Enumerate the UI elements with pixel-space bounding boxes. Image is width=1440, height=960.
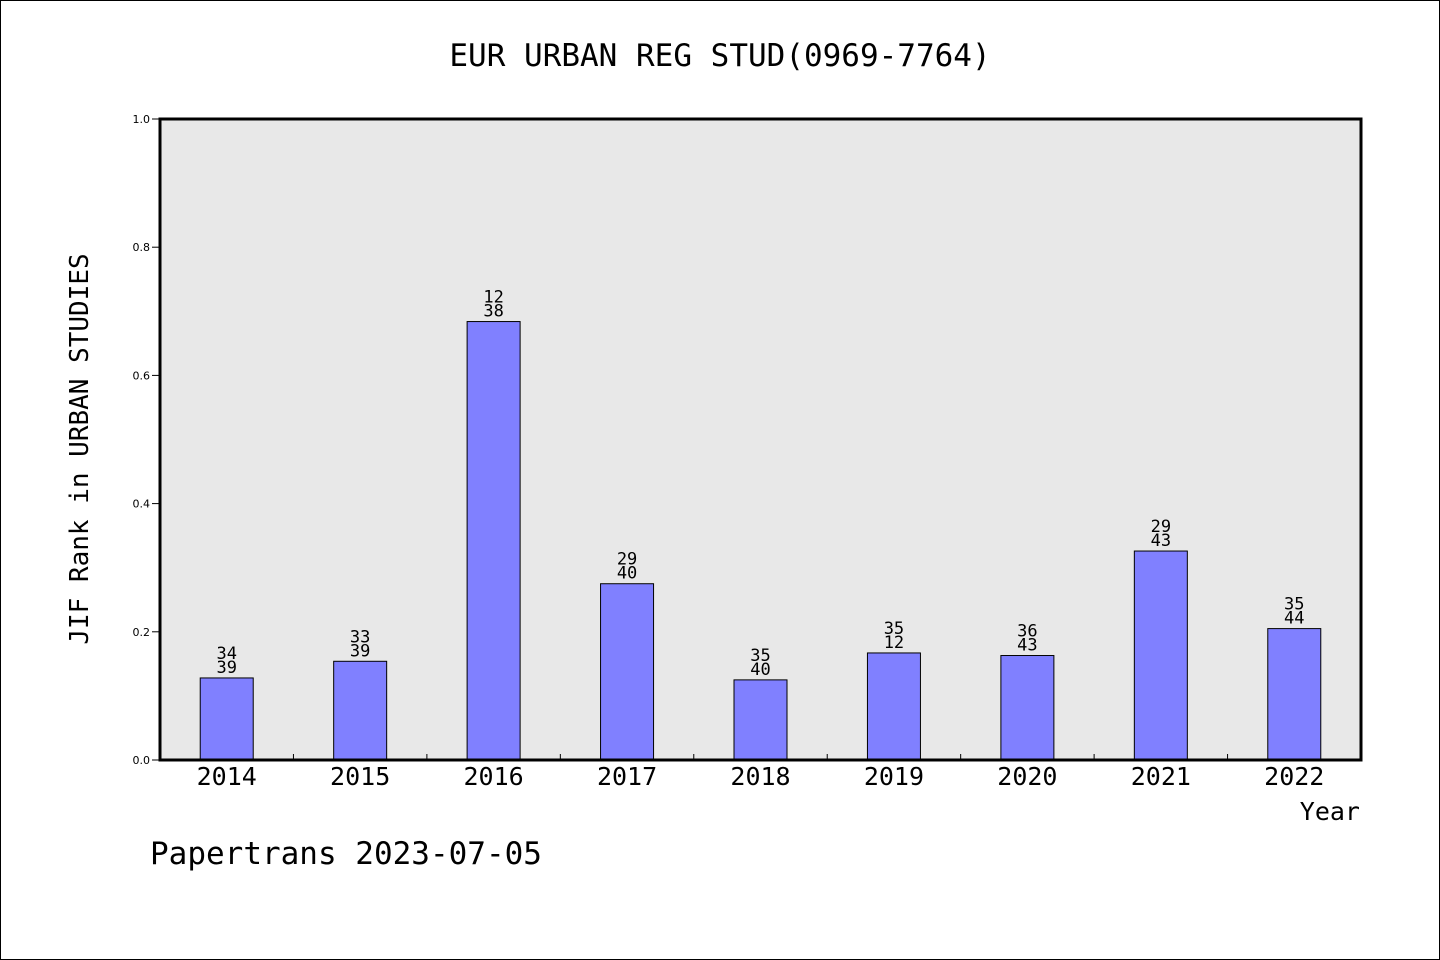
x-tick-label: 2019 — [864, 762, 924, 791]
bar-2018 — [733, 679, 788, 761]
x-axis-label: Year — [1300, 797, 1360, 826]
x-tick-label: 2016 — [464, 762, 524, 791]
bar-total-label: 39 — [216, 658, 236, 678]
bar-total-label: 44 — [1284, 609, 1304, 629]
x-tick-label: 2014 — [197, 762, 257, 791]
bar-rank-label: 12 — [483, 288, 503, 308]
footer-credit: Papertrans 2023-07-05 — [150, 836, 542, 872]
y-tick-label: 0.8 — [133, 241, 151, 254]
bar-rank-label: 35 — [750, 646, 770, 666]
bar-total-label: 39 — [350, 641, 370, 661]
bar-total-label: 43 — [1151, 531, 1171, 551]
y-tick-label: 0.6 — [133, 369, 151, 382]
bar-rank-label: 34 — [216, 644, 236, 664]
bar-2016 — [466, 321, 521, 761]
bar-rank-label: 35 — [884, 619, 904, 639]
bar-2020 — [1000, 655, 1055, 761]
x-tick-label: 2020 — [997, 762, 1057, 791]
bar-rank-label: 33 — [350, 627, 370, 647]
y-tick-label: 0.4 — [133, 498, 151, 511]
bar-total-label: 12 — [884, 633, 904, 653]
y-axis: 0.0 0.2 0.4 0.6 0.8 1.0 — [133, 113, 160, 767]
bar-2019 — [866, 652, 921, 761]
chart-title: EUR URBAN REG STUD(0969-7764) — [449, 38, 990, 74]
bar-2015 — [333, 660, 388, 761]
bar-2017 — [600, 583, 655, 761]
bar-rank-label: 35 — [1284, 595, 1304, 615]
y-tick-label: 0.0 — [133, 754, 151, 767]
x-axis: 2014 2015 2016 2017 2018 2019 2020 2021 2022 — [197, 754, 1324, 791]
bar-total-label: 40 — [617, 564, 637, 584]
plot-border — [158, 117, 1363, 762]
bar-2022 — [1267, 628, 1322, 761]
bar-2014 — [199, 677, 254, 761]
bar-rank-label: 29 — [617, 550, 637, 570]
bar-total-label: 38 — [483, 302, 503, 322]
x-tick-label: 2017 — [597, 762, 657, 791]
bar-total-label: 40 — [750, 660, 770, 680]
x-tick-label: 2015 — [330, 762, 390, 791]
y-tick-label: 0.2 — [133, 626, 151, 639]
y-axis-label: JIF Rank in URBAN STUDIES — [65, 253, 95, 644]
y-tick-label: 1.0 — [133, 113, 151, 126]
x-tick-label: 2021 — [1131, 762, 1191, 791]
bar-rank-label: 29 — [1151, 517, 1171, 537]
bar-total-label: 43 — [1017, 636, 1037, 656]
bar-rank-label: 36 — [1017, 622, 1037, 642]
x-tick-label: 2022 — [1264, 762, 1324, 791]
x-tick-label: 2018 — [730, 762, 790, 791]
bar-2021 — [1133, 550, 1188, 761]
